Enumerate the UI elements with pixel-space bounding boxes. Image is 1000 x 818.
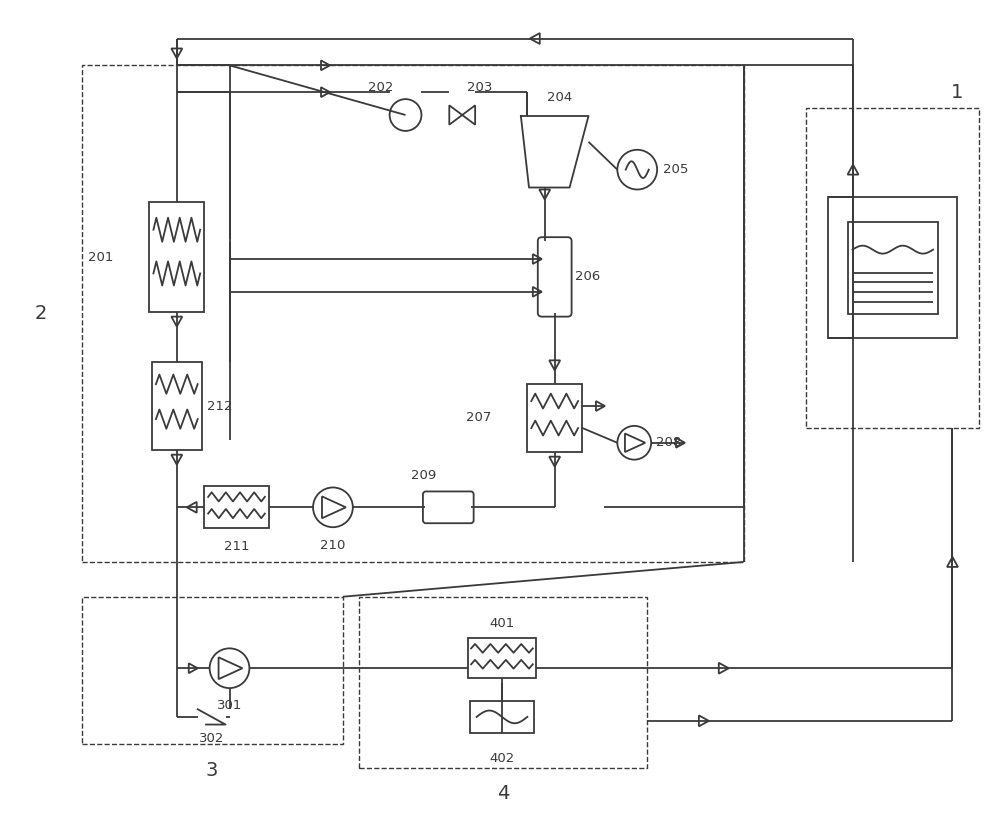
Bar [828,197,957,339]
Bar [848,222,938,314]
Text: 401: 401 [489,617,515,630]
Bar [806,108,979,428]
Text: 212: 212 [207,399,232,412]
FancyBboxPatch shape [423,492,474,524]
Bar [468,638,536,678]
Text: 210: 210 [320,538,346,551]
Bar [82,596,343,744]
Text: 205: 205 [663,163,688,176]
FancyBboxPatch shape [538,237,572,317]
Text: 2: 2 [34,304,47,323]
Bar [204,487,269,528]
Bar [152,362,202,450]
Bar [527,384,582,452]
Text: 211: 211 [224,540,249,553]
Text: 402: 402 [489,752,515,765]
Bar [82,65,744,562]
Text: 1: 1 [951,83,964,101]
Bar [470,701,534,733]
Text: 4: 4 [497,784,509,803]
Text: 202: 202 [368,81,393,94]
Bar [149,202,204,312]
Bar [359,596,647,767]
Text: 208: 208 [656,436,681,449]
Text: 301: 301 [217,699,242,712]
Text: 204: 204 [547,91,572,104]
Text: 203: 203 [467,81,493,94]
Text: 207: 207 [466,411,491,425]
Text: 206: 206 [575,271,600,283]
Text: 3: 3 [205,761,218,780]
Text: 302: 302 [199,732,224,745]
Text: 201: 201 [88,250,113,263]
Text: 209: 209 [411,469,436,482]
